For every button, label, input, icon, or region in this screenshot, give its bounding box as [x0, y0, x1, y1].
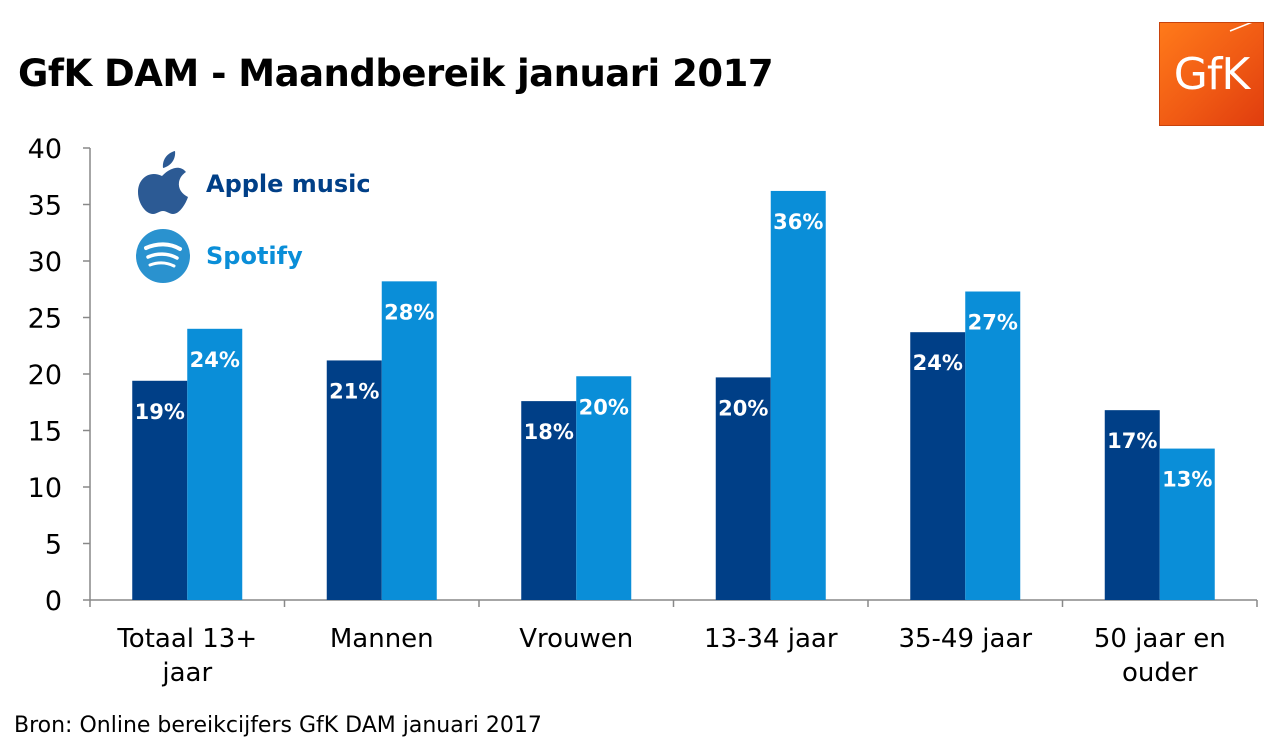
- bar-apple-music: [326, 360, 382, 600]
- y-tick-label: 30: [28, 247, 62, 278]
- data-label: 19%: [135, 400, 185, 424]
- bar-apple-music: [910, 332, 966, 600]
- y-tick-label: 5: [45, 530, 62, 561]
- bar-apple-music: [132, 380, 188, 600]
- data-label: 17%: [1107, 429, 1157, 453]
- y-tick-label: 0: [45, 586, 62, 617]
- data-label: 13%: [1162, 468, 1212, 492]
- data-label: 36%: [773, 210, 823, 234]
- legend-item-apple: Apple music: [138, 151, 371, 214]
- legend-item-spotify: Spotify: [136, 229, 303, 283]
- x-category-label: Vrouwen: [519, 624, 633, 654]
- x-category-label: Mannen: [330, 624, 434, 654]
- bar-spotify: [770, 190, 826, 600]
- y-tick-label: 40: [28, 134, 62, 165]
- spotify-icon: [136, 229, 190, 283]
- bar-apple-music: [521, 401, 577, 600]
- y-tick-label: 20: [28, 360, 62, 391]
- logo-text: GfK: [1173, 49, 1250, 100]
- data-label: 21%: [329, 379, 379, 403]
- x-category-label: 13-34 jaar: [704, 624, 838, 654]
- bar-spotify: [965, 291, 1021, 600]
- y-axis: 0 5 10 15 20 25 30 35 40: [28, 134, 91, 617]
- bar-spotify: [1159, 448, 1215, 600]
- data-label: 18%: [524, 420, 574, 444]
- x-category-label: 50 jaar en ouder: [1094, 624, 1226, 688]
- data-label: 20%: [579, 395, 629, 419]
- legend: Apple music Spotify: [136, 151, 371, 283]
- chart-title: GfK DAM - Maandbereik januari 2017: [18, 52, 774, 95]
- data-label: 20%: [718, 396, 768, 420]
- bar-spotify: [381, 281, 437, 600]
- y-tick-label: 25: [28, 304, 62, 335]
- bars: 19%24%21%28%18%20% 20%36%24%27%17%13%: [132, 190, 1215, 600]
- legend-label-apple: Apple music: [206, 170, 371, 198]
- y-tick-label: 10: [28, 473, 62, 504]
- legend-label-spotify: Spotify: [206, 242, 303, 270]
- source-note: Bron: Online bereikcijfers GfK DAM janua…: [14, 713, 542, 738]
- logo-swoosh-icon: [1229, 23, 1253, 32]
- gfk-logo: GfK: [1159, 22, 1264, 126]
- y-tick-label: 35: [28, 191, 62, 222]
- bar-apple-music: [1104, 410, 1160, 600]
- y-tick-label: 15: [28, 417, 62, 448]
- x-axis: Totaal 13+ jaar Mannen Vrouwen 13-34 jaar 35-…: [89, 599, 1258, 688]
- bar-spotify: [576, 376, 632, 600]
- x-category-label: 35-49 jaar: [898, 624, 1032, 654]
- data-label: 24%: [190, 348, 240, 372]
- bar-apple-music: [715, 377, 771, 600]
- apple-icon: [138, 151, 188, 214]
- x-category-label: Totaal 13+ jaar: [116, 624, 257, 688]
- data-label: 24%: [913, 351, 963, 375]
- data-label: 27%: [968, 311, 1018, 335]
- data-label: 28%: [384, 300, 434, 324]
- bar-spotify: [187, 328, 243, 600]
